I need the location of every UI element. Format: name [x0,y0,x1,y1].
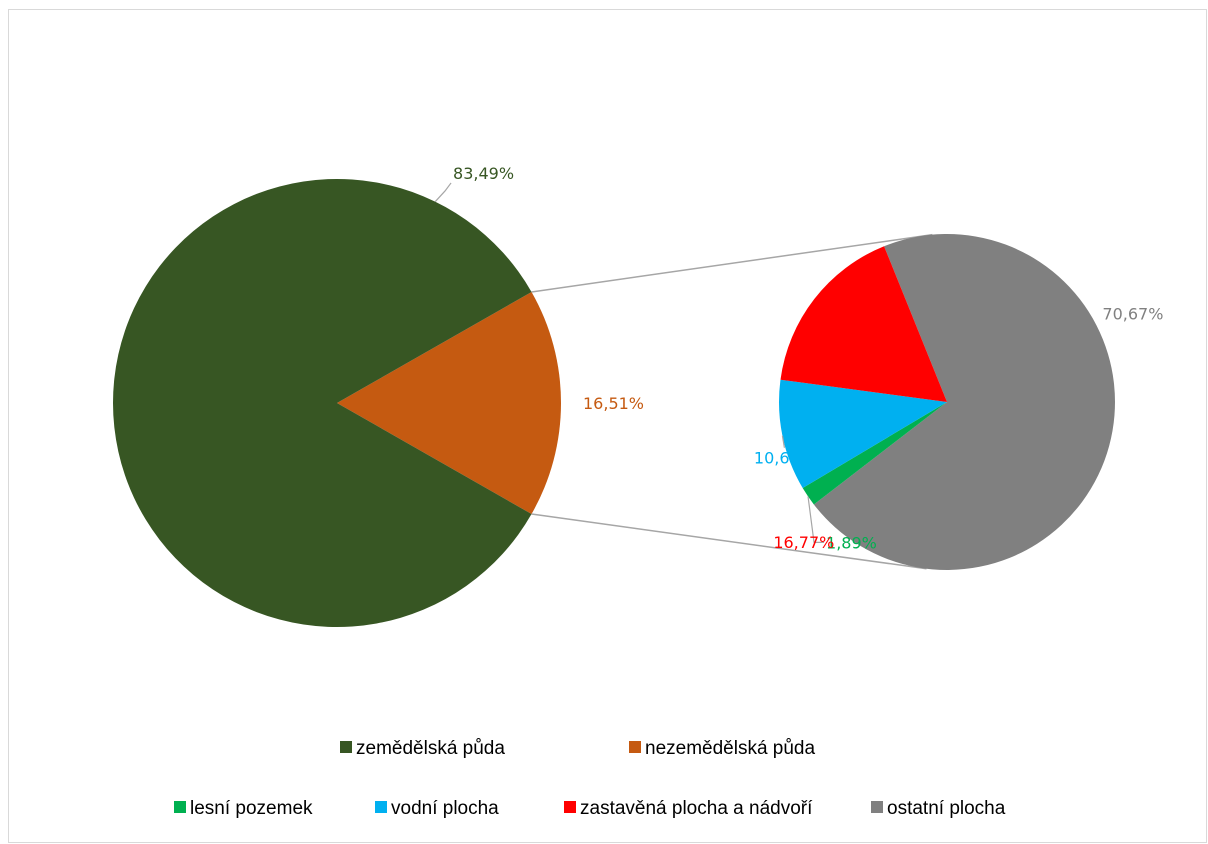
legend-swatch-lesni-pozemek [174,801,186,813]
legend-label-zastavena-plocha-a-nadvori: zastavěná plocha a nádvoří [580,798,813,819]
data-label-zemedelska-puda: 83,49% [453,164,514,183]
slice-lesni-pozemek [802,402,947,505]
legend-swatch-zemedelska-puda [340,741,352,753]
data-label-lesni-pozemek: 1,89% [826,533,877,552]
legend-label-ostatni-plocha: ostatní plocha [887,798,1006,819]
connector-line-top [531,233,933,293]
connector-line-bottom [531,513,927,570]
data-label-nezemedelska-puda: 16,51% [583,394,644,413]
legend-label-lesni-pozemek: lesní pozemek [190,798,313,819]
leader-line-vodni-plocha [781,435,786,448]
legend-swatch-nezemedelska-puda [629,741,641,753]
leader-line-lesni-pozemek [807,496,825,543]
legend-swatch-zastavena-plocha-a-nadvori [564,801,576,813]
data-label-ostatni-plocha: 70,67% [1102,304,1163,323]
data-label-zastavena-plocha-a-nadvori: 16,77% [773,533,834,552]
data-label-vodni-plocha: 10,67% [754,449,815,468]
legend-label-zemedelska-puda: zemědělská půda [356,738,505,759]
legend-swatch-vodni-plocha [375,801,387,813]
legend-swatch-ostatni-plocha [871,801,883,813]
slice-zemedelska-puda [112,178,532,627]
legend-label-nezemedelska-puda: nezemědělská půda [645,738,815,759]
leader-line-zemedelska-puda [434,182,452,203]
legend-label-vodni-plocha: vodní plocha [391,798,499,819]
slice-ostatni-plocha [813,234,1115,571]
slice-vodni-plocha [779,379,947,488]
slice-nezemedelska-puda [337,291,561,515]
slice-zastavena-plocha-a-nadvori [780,246,947,402]
